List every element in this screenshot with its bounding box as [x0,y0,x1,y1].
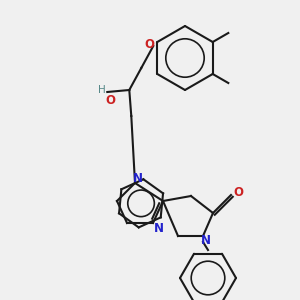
Text: N: N [133,172,143,184]
Text: O: O [105,94,115,106]
Text: N: N [201,235,211,248]
Text: O: O [233,185,243,199]
Text: N: N [154,221,164,235]
Text: O: O [144,38,154,50]
Text: H: H [98,85,106,95]
